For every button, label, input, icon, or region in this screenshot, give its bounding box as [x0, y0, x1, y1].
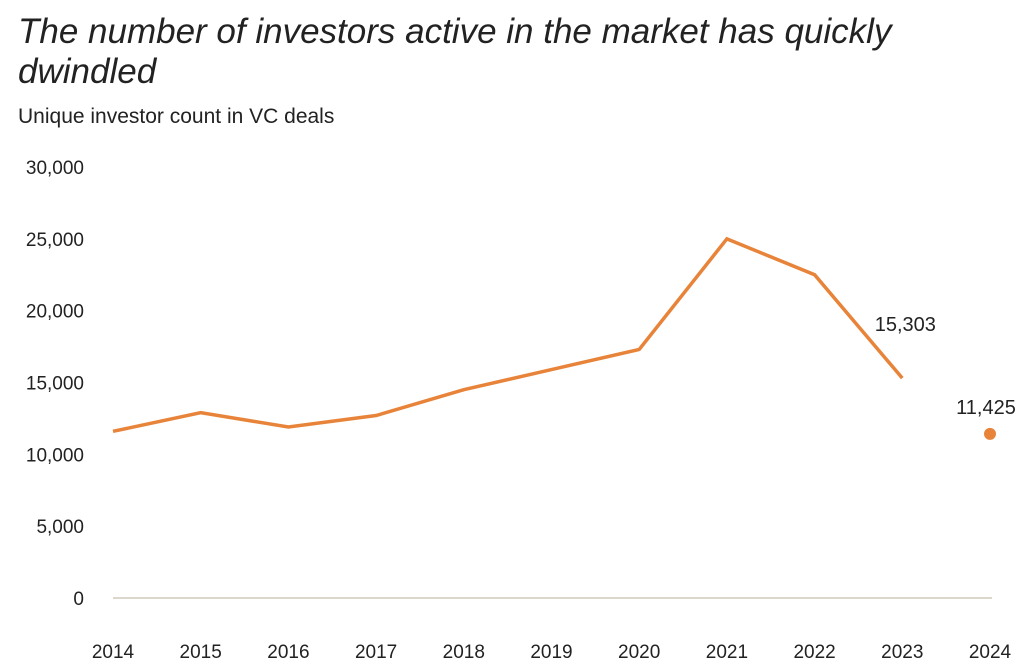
data-point-2024	[984, 427, 996, 440]
y-tick-label: 15,000	[26, 374, 84, 395]
x-tick-label: 2015	[180, 642, 222, 663]
chart-title: The number of investors active in the ma…	[18, 12, 892, 91]
series-line-investor-count	[112, 236, 904, 434]
x-tick-label: 2018	[443, 642, 485, 663]
x-tick-label: 2024	[969, 642, 1012, 663]
x-tick-label: 2023	[881, 642, 923, 663]
x-tick-label: 2014	[92, 642, 135, 663]
x-tick-label: 2021	[706, 642, 748, 663]
y-tick-label: 0	[73, 589, 84, 610]
chart-subtitle: Unique investor count in VC deals	[18, 105, 335, 128]
x-tick-label: 2016	[267, 642, 309, 663]
y-tick-label: 10,000	[26, 445, 84, 466]
x-tick-label: 2022	[793, 642, 835, 663]
x-tick-label: 2017	[355, 642, 397, 663]
y-tick-label: 20,000	[26, 302, 84, 323]
data-label: 11,425	[956, 397, 1016, 419]
data-label: 15,303	[875, 314, 936, 336]
y-tick-label: 25,000	[26, 230, 84, 251]
x-tick-label: 2019	[530, 642, 572, 663]
y-tick-label: 30,000	[26, 158, 84, 179]
y-tick-label: 5,000	[36, 517, 84, 538]
x-tick-label: 2020	[618, 642, 660, 663]
